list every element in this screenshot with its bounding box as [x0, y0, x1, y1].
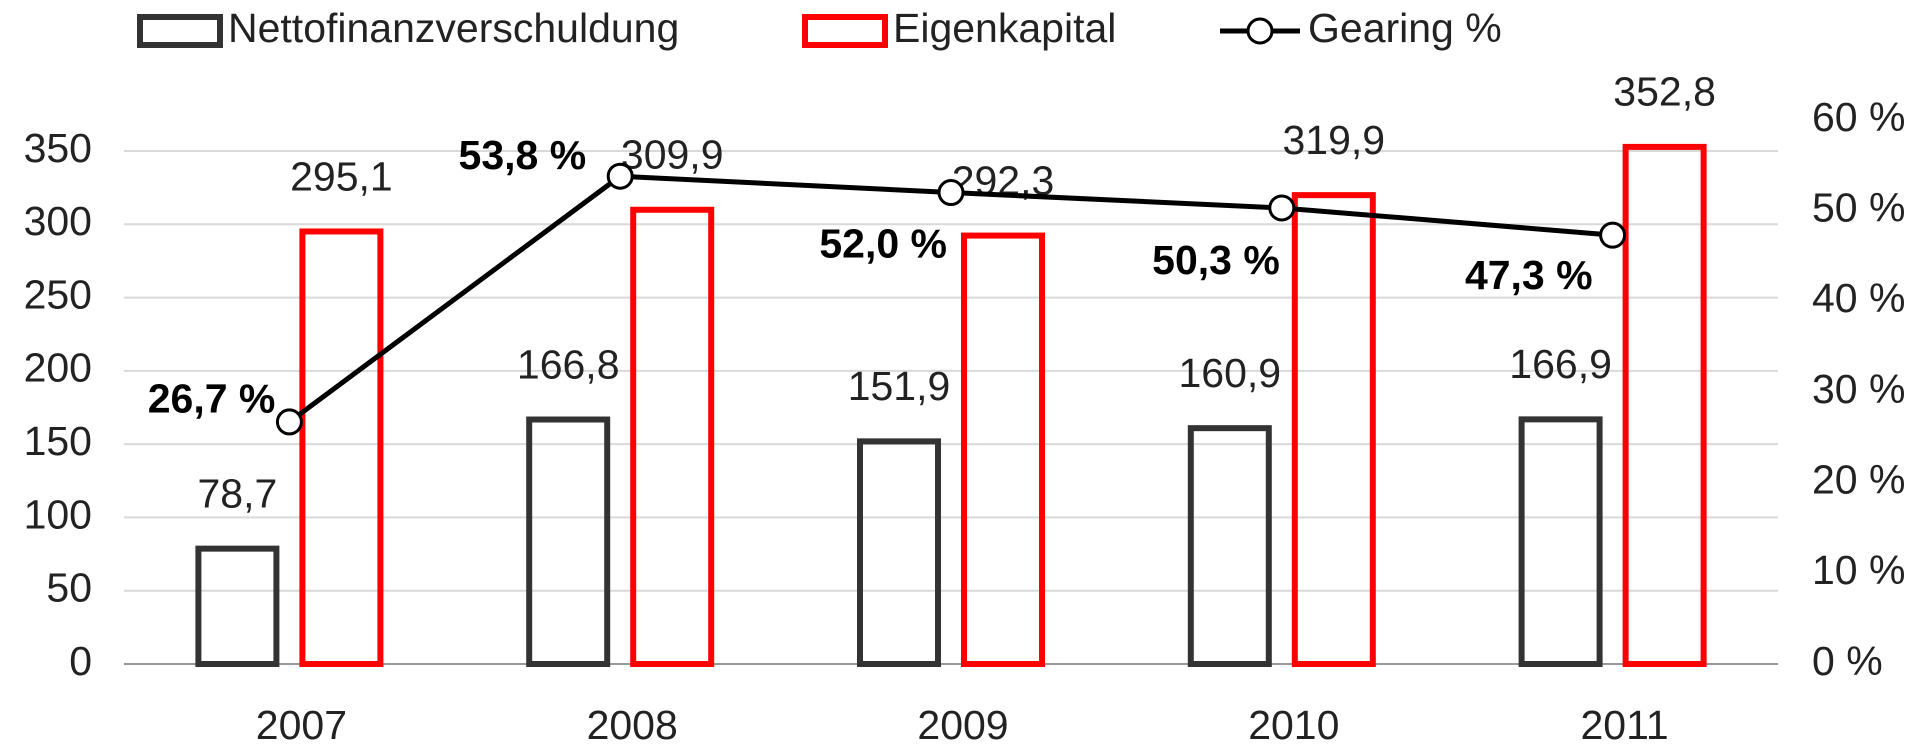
- bar: [526, 416, 611, 667]
- gearing-line: [287, 173, 1613, 424]
- legend-swatch: [137, 14, 223, 48]
- y-tick-label: 100: [24, 491, 92, 537]
- x-tick-label: 2011: [1581, 702, 1669, 745]
- x-tick-label: 2007: [256, 702, 347, 745]
- y2-tick-label: 20 %: [1812, 456, 1905, 502]
- y-tick-label: 300: [24, 198, 92, 244]
- gearing-value-label: 47,3 %: [1465, 252, 1593, 298]
- bar: [1187, 425, 1272, 667]
- bar-value-label: 319,9: [1282, 117, 1385, 163]
- y2-tick-label: 40 %: [1812, 275, 1905, 321]
- bar-value-label: 151,9: [848, 363, 951, 409]
- y-tick-label: 0: [69, 638, 92, 684]
- gearing-marker: [606, 162, 634, 190]
- legend-label: Nettofinanzverschuldung: [228, 5, 679, 51]
- bar-value-label: 352,8: [1613, 69, 1716, 115]
- legend-marker: [1246, 17, 1274, 45]
- legend-label: Eigenkapital: [893, 5, 1116, 51]
- y-tick-label: 350: [24, 125, 92, 171]
- bar-value-label: 160,9: [1178, 350, 1281, 396]
- bar-value-label: 78,7: [197, 470, 277, 516]
- bar: [195, 545, 280, 668]
- gearing-marker: [937, 179, 965, 207]
- x-tick-label: 2008: [587, 702, 678, 745]
- gearing-marker: [275, 408, 303, 436]
- gearing-value-label: 53,8 %: [459, 132, 587, 178]
- legend-label: Gearing %: [1308, 5, 1502, 51]
- gearing-value-label: 50,3 %: [1152, 237, 1280, 283]
- y-tick-label: 200: [24, 345, 92, 391]
- y2-tick-label: 60 %: [1812, 94, 1905, 140]
- y-tick-label: 250: [24, 271, 92, 317]
- bar: [857, 438, 941, 667]
- y-tick-label: 50: [46, 565, 92, 611]
- bar: [630, 206, 715, 667]
- bar: [961, 232, 1045, 667]
- x-tick-label: 2009: [917, 702, 1008, 745]
- bar: [1622, 143, 1707, 667]
- y2-tick-label: 50 %: [1812, 184, 1905, 230]
- y2-tick-label: 0 %: [1812, 638, 1883, 684]
- bar-value-label: 295,1: [290, 153, 393, 199]
- gearing-marker: [1599, 221, 1627, 249]
- bar-value-label: 166,8: [517, 341, 620, 387]
- bar: [299, 228, 384, 667]
- legend-swatch: [802, 14, 888, 48]
- gearing-value-label: 52,0 %: [819, 220, 947, 266]
- bar-value-label: 166,9: [1509, 341, 1612, 387]
- bar-value-label: 309,9: [621, 132, 724, 178]
- gearing-marker: [1268, 194, 1296, 222]
- gearing-value-label: 26,7 %: [148, 376, 276, 422]
- x-tick-label: 2010: [1248, 702, 1339, 745]
- y2-tick-label: 10 %: [1812, 547, 1905, 593]
- bar: [1291, 192, 1376, 667]
- y-tick-label: 150: [24, 418, 92, 464]
- y2-tick-label: 30 %: [1812, 366, 1905, 412]
- bar: [1518, 416, 1603, 667]
